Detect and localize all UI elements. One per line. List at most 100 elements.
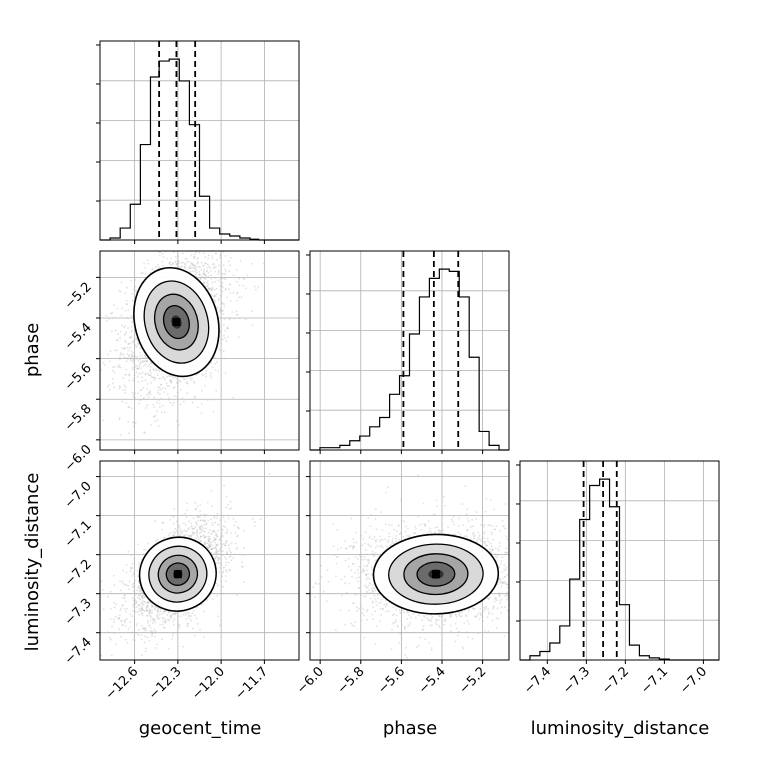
scatter-point — [88, 440, 90, 442]
scatter-point — [142, 594, 145, 596]
scatter-point — [192, 218, 194, 220]
scatter-point — [140, 638, 143, 641]
scatter-point — [219, 309, 222, 312]
scatter-point — [188, 267, 191, 270]
scatter-point — [225, 495, 228, 498]
scatter-point — [112, 574, 115, 577]
scatter-point — [209, 270, 212, 272]
scatter-point — [461, 646, 464, 648]
scatter-point — [207, 241, 209, 243]
scatter-point — [193, 527, 196, 530]
scatter-point — [174, 527, 177, 530]
scatter-point — [185, 618, 188, 620]
scatter-point — [172, 612, 175, 615]
scatter-point — [253, 285, 256, 288]
scatter-point — [197, 536, 199, 538]
scatter-point — [211, 548, 213, 550]
scatter-point — [165, 247, 167, 249]
scatter-point — [157, 425, 160, 427]
scatter-point — [184, 267, 187, 270]
scatter-point — [147, 249, 149, 251]
scatter-point — [175, 520, 178, 523]
scatter-point — [127, 327, 130, 329]
scatter-point — [140, 634, 143, 637]
scatter-point — [181, 514, 184, 517]
scatter-point — [162, 626, 165, 629]
scatter-point — [190, 262, 193, 265]
scatter-point — [106, 353, 109, 356]
scatter-point — [214, 270, 217, 273]
scatter-point — [127, 420, 130, 423]
scatter-point — [222, 525, 225, 528]
scatter-point — [237, 336, 240, 338]
scatter-point — [157, 399, 160, 402]
scatter-point — [145, 609, 148, 612]
scatter-point — [195, 251, 197, 254]
scatter-point — [205, 281, 208, 284]
scatter-point — [155, 369, 158, 372]
scatter-point — [220, 585, 223, 587]
scatter-point — [505, 535, 508, 538]
scatter-point — [128, 374, 130, 377]
scatter-point — [133, 374, 136, 377]
scatter-point — [199, 516, 201, 519]
scatter-point — [134, 355, 137, 357]
scatter-point — [233, 553, 236, 556]
scatter-point — [510, 586, 512, 588]
scatter-point — [196, 246, 198, 248]
scatter-point — [149, 368, 152, 371]
scatter-point — [131, 368, 134, 371]
scatter-point — [149, 390, 152, 393]
scatter-point — [132, 572, 135, 575]
scatter-point — [214, 534, 217, 537]
scatter-point — [169, 257, 172, 260]
scatter-point — [207, 287, 210, 289]
scatter-point — [391, 628, 393, 631]
scatter-point — [136, 340, 139, 343]
scatter-point — [175, 419, 178, 422]
scatter-point — [138, 364, 141, 367]
scatter-point — [201, 389, 203, 392]
scatter-point — [142, 603, 145, 606]
scatter-point — [151, 632, 154, 635]
scatter-point — [218, 557, 221, 560]
scatter-point — [197, 519, 200, 522]
scatter-point — [230, 542, 233, 544]
scatter-point — [192, 267, 195, 269]
scatter-point — [141, 607, 143, 610]
scatter-point — [209, 542, 212, 545]
scatter-point — [213, 557, 216, 560]
scatter-point — [154, 605, 157, 608]
scatter-point — [180, 261, 183, 264]
scatter-point — [118, 385, 121, 388]
scatter-point — [159, 393, 161, 395]
scatter-point — [224, 575, 227, 577]
scatter-point — [219, 307, 222, 310]
scatter-point — [136, 376, 139, 378]
scatter-point — [194, 521, 197, 524]
scatter-point — [203, 270, 205, 273]
scatter-point — [133, 590, 136, 592]
scatter-point — [159, 623, 162, 626]
scatter-point — [148, 610, 151, 613]
y-tick-label: −7.3 — [62, 596, 95, 629]
scatter-point — [220, 309, 223, 312]
scatter-point — [466, 529, 469, 532]
scatter-point — [172, 387, 175, 390]
scatter-point — [147, 365, 149, 368]
scatter-point — [198, 270, 201, 273]
scatter-point — [121, 324, 124, 327]
x-tick-label: −12.0 — [189, 664, 228, 703]
scatter-point — [156, 643, 159, 646]
scatter-point — [418, 524, 421, 527]
scatter-point — [440, 615, 442, 618]
scatter-point — [213, 538, 216, 541]
scatter-point — [388, 535, 391, 538]
scatter-point — [457, 525, 460, 527]
scatter-point — [196, 516, 199, 519]
scatter-point — [225, 569, 228, 571]
scatter-point — [133, 582, 136, 585]
scatter-point — [200, 268, 203, 271]
scatter-point — [371, 584, 374, 587]
scatter-point — [185, 381, 188, 384]
